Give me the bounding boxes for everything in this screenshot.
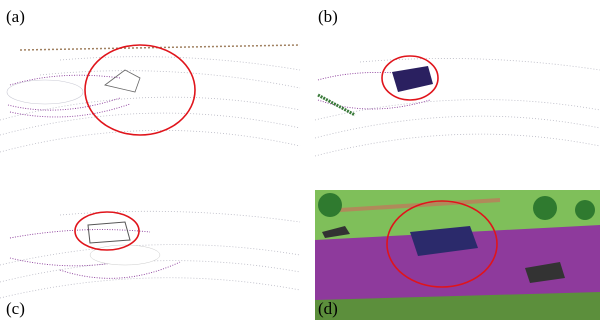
object [105, 70, 140, 92]
blind-spot [90, 245, 160, 265]
panel-label: (b) [318, 7, 338, 26]
figure: (a) (b) (c) (d) [0, 0, 600, 320]
blind-spot [7, 80, 83, 104]
vegetation [318, 95, 355, 115]
panel-c: (c) [0, 211, 300, 318]
panel-label: (d) [318, 299, 338, 318]
figure-canvas: (a) (b) (c) (d) [0, 0, 600, 320]
tree [318, 193, 342, 217]
scan-lines [0, 57, 300, 152]
panel-a: (a) [0, 7, 300, 152]
panel-b: (b) [315, 7, 600, 156]
vehicle [88, 222, 130, 243]
vehicle [392, 66, 433, 92]
highlight-ring [85, 45, 195, 135]
panel-label: (c) [6, 299, 25, 318]
highlight-ring [75, 212, 139, 250]
panel-d: (d) [315, 190, 600, 320]
tree [575, 200, 595, 220]
panel-label: (a) [6, 7, 25, 26]
tree [533, 196, 557, 220]
